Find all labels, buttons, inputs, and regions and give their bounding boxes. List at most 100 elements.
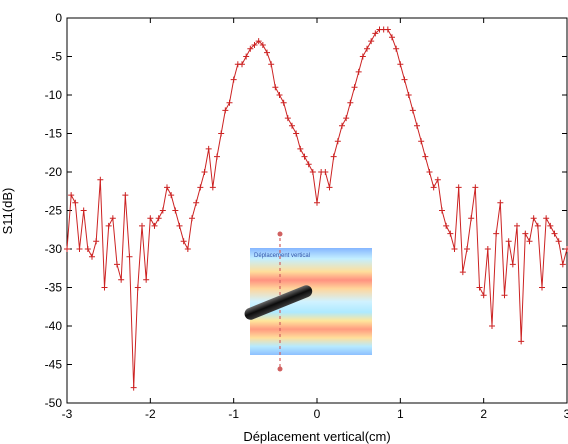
data-point-marker [201,169,208,175]
data-point-marker [80,207,87,214]
data-point-marker [68,192,75,199]
data-point-marker [159,207,166,214]
data-point-marker [539,284,545,291]
data-point-marker [143,276,150,283]
data-point-marker [272,84,279,91]
data-point-marker [476,284,483,291]
data-point-marker [493,230,500,237]
data-point-marker [268,61,275,68]
y-tick-label: -20 [45,165,63,179]
data-point-marker [334,138,341,145]
x-tick-label: -3 [62,407,73,421]
data-point-marker [430,184,437,191]
data-point-marker [251,41,258,48]
y-axis: 0 -5 -10 -15 -20 -25 -30 -35 -40 -45 -50 [45,11,567,410]
data-point-marker [339,122,345,129]
y-tick-label: -50 [45,396,63,410]
x-tick-label: 1 [397,407,404,421]
data-point-marker [384,26,391,33]
y-tick-label: -10 [45,88,63,102]
data-point-marker [464,246,470,252]
data-point-marker [526,238,533,245]
x-tick-label: 2 [480,407,487,421]
data-point-marker [264,49,270,56]
data-point-marker [555,238,562,245]
data-point-marker [168,192,175,199]
data-point-marker [551,230,558,237]
data-point-marker [147,215,154,222]
data-point-marker [176,222,183,229]
data-point-marker [280,99,287,106]
data-point-marker [276,92,283,98]
data-point-marker [289,122,295,129]
data-point-marker [72,199,79,206]
data-point-marker [76,246,83,252]
data-point-marker [564,246,568,252]
data-point-marker [359,53,366,60]
data-point-marker [114,261,120,268]
data-point-marker [93,238,100,245]
data-point-marker [172,207,179,214]
x-axis: -3 -2 -1 0 1 2 3 [62,18,568,421]
data-point-marker [489,323,495,329]
x-tick-label: 0 [314,407,321,421]
data-point-marker [226,99,233,106]
data-point-marker [559,261,566,268]
data-point-marker [522,230,529,237]
data-point-marker [118,276,125,283]
data-point-marker [122,192,129,199]
y-axis-label: S11(dB) [0,188,15,235]
data-point-marker [218,130,225,137]
data-point-marker [222,107,229,114]
data-point-marker [451,246,458,252]
data-point-marker [64,246,70,252]
data-point-marker [480,292,487,299]
data-point-marker [209,184,216,191]
y-tick-label: -15 [45,127,63,141]
data-point-marker [105,222,112,229]
data-point-marker [255,38,262,45]
data-point-marker [443,222,450,229]
data-point-marker [322,169,329,175]
data-point-marker [426,169,433,175]
data-point-marker [130,384,137,391]
data-point-marker [459,269,466,276]
data-point-marker [193,199,200,206]
data-point-marker [259,41,266,48]
data-point-marker [239,61,245,68]
data-point-marker [214,153,220,160]
data-point-marker [518,338,525,345]
y-tick-label: -40 [45,319,63,333]
data-point-marker [418,138,425,145]
data-point-marker [534,222,541,229]
data-point-marker [422,153,429,160]
data-point-marker [372,30,379,37]
data-point-marker [455,184,462,191]
data-point-marker [405,92,412,98]
x-tick-label: 3 [564,407,568,421]
y-tick-label: -25 [45,204,63,218]
data-point-marker [184,246,191,252]
data-point-marker [409,107,416,114]
data-point-marker [497,199,504,206]
data-point-marker [293,130,300,137]
data-point-marker [447,230,454,237]
inset-title: Déplacement vertical [254,253,310,259]
data-point-marker [351,84,358,91]
data-point-marker [84,246,91,252]
data-point-marker [284,115,291,122]
data-point-marker [439,207,445,214]
data-point-marker [155,215,162,222]
data-point-marker [484,246,491,252]
y-tick-label: -35 [45,281,63,295]
data-point-marker [314,199,320,206]
inset-probe-rod [244,285,313,320]
data-point-marker [530,215,537,222]
data-point-marker [364,45,370,52]
data-point-marker [197,184,204,191]
data-point-marker [330,153,337,160]
data-point-marker [343,115,350,122]
x-tick-label: -2 [145,407,156,421]
data-point-marker [355,68,362,75]
inset-scan-end-dot [277,366,283,372]
